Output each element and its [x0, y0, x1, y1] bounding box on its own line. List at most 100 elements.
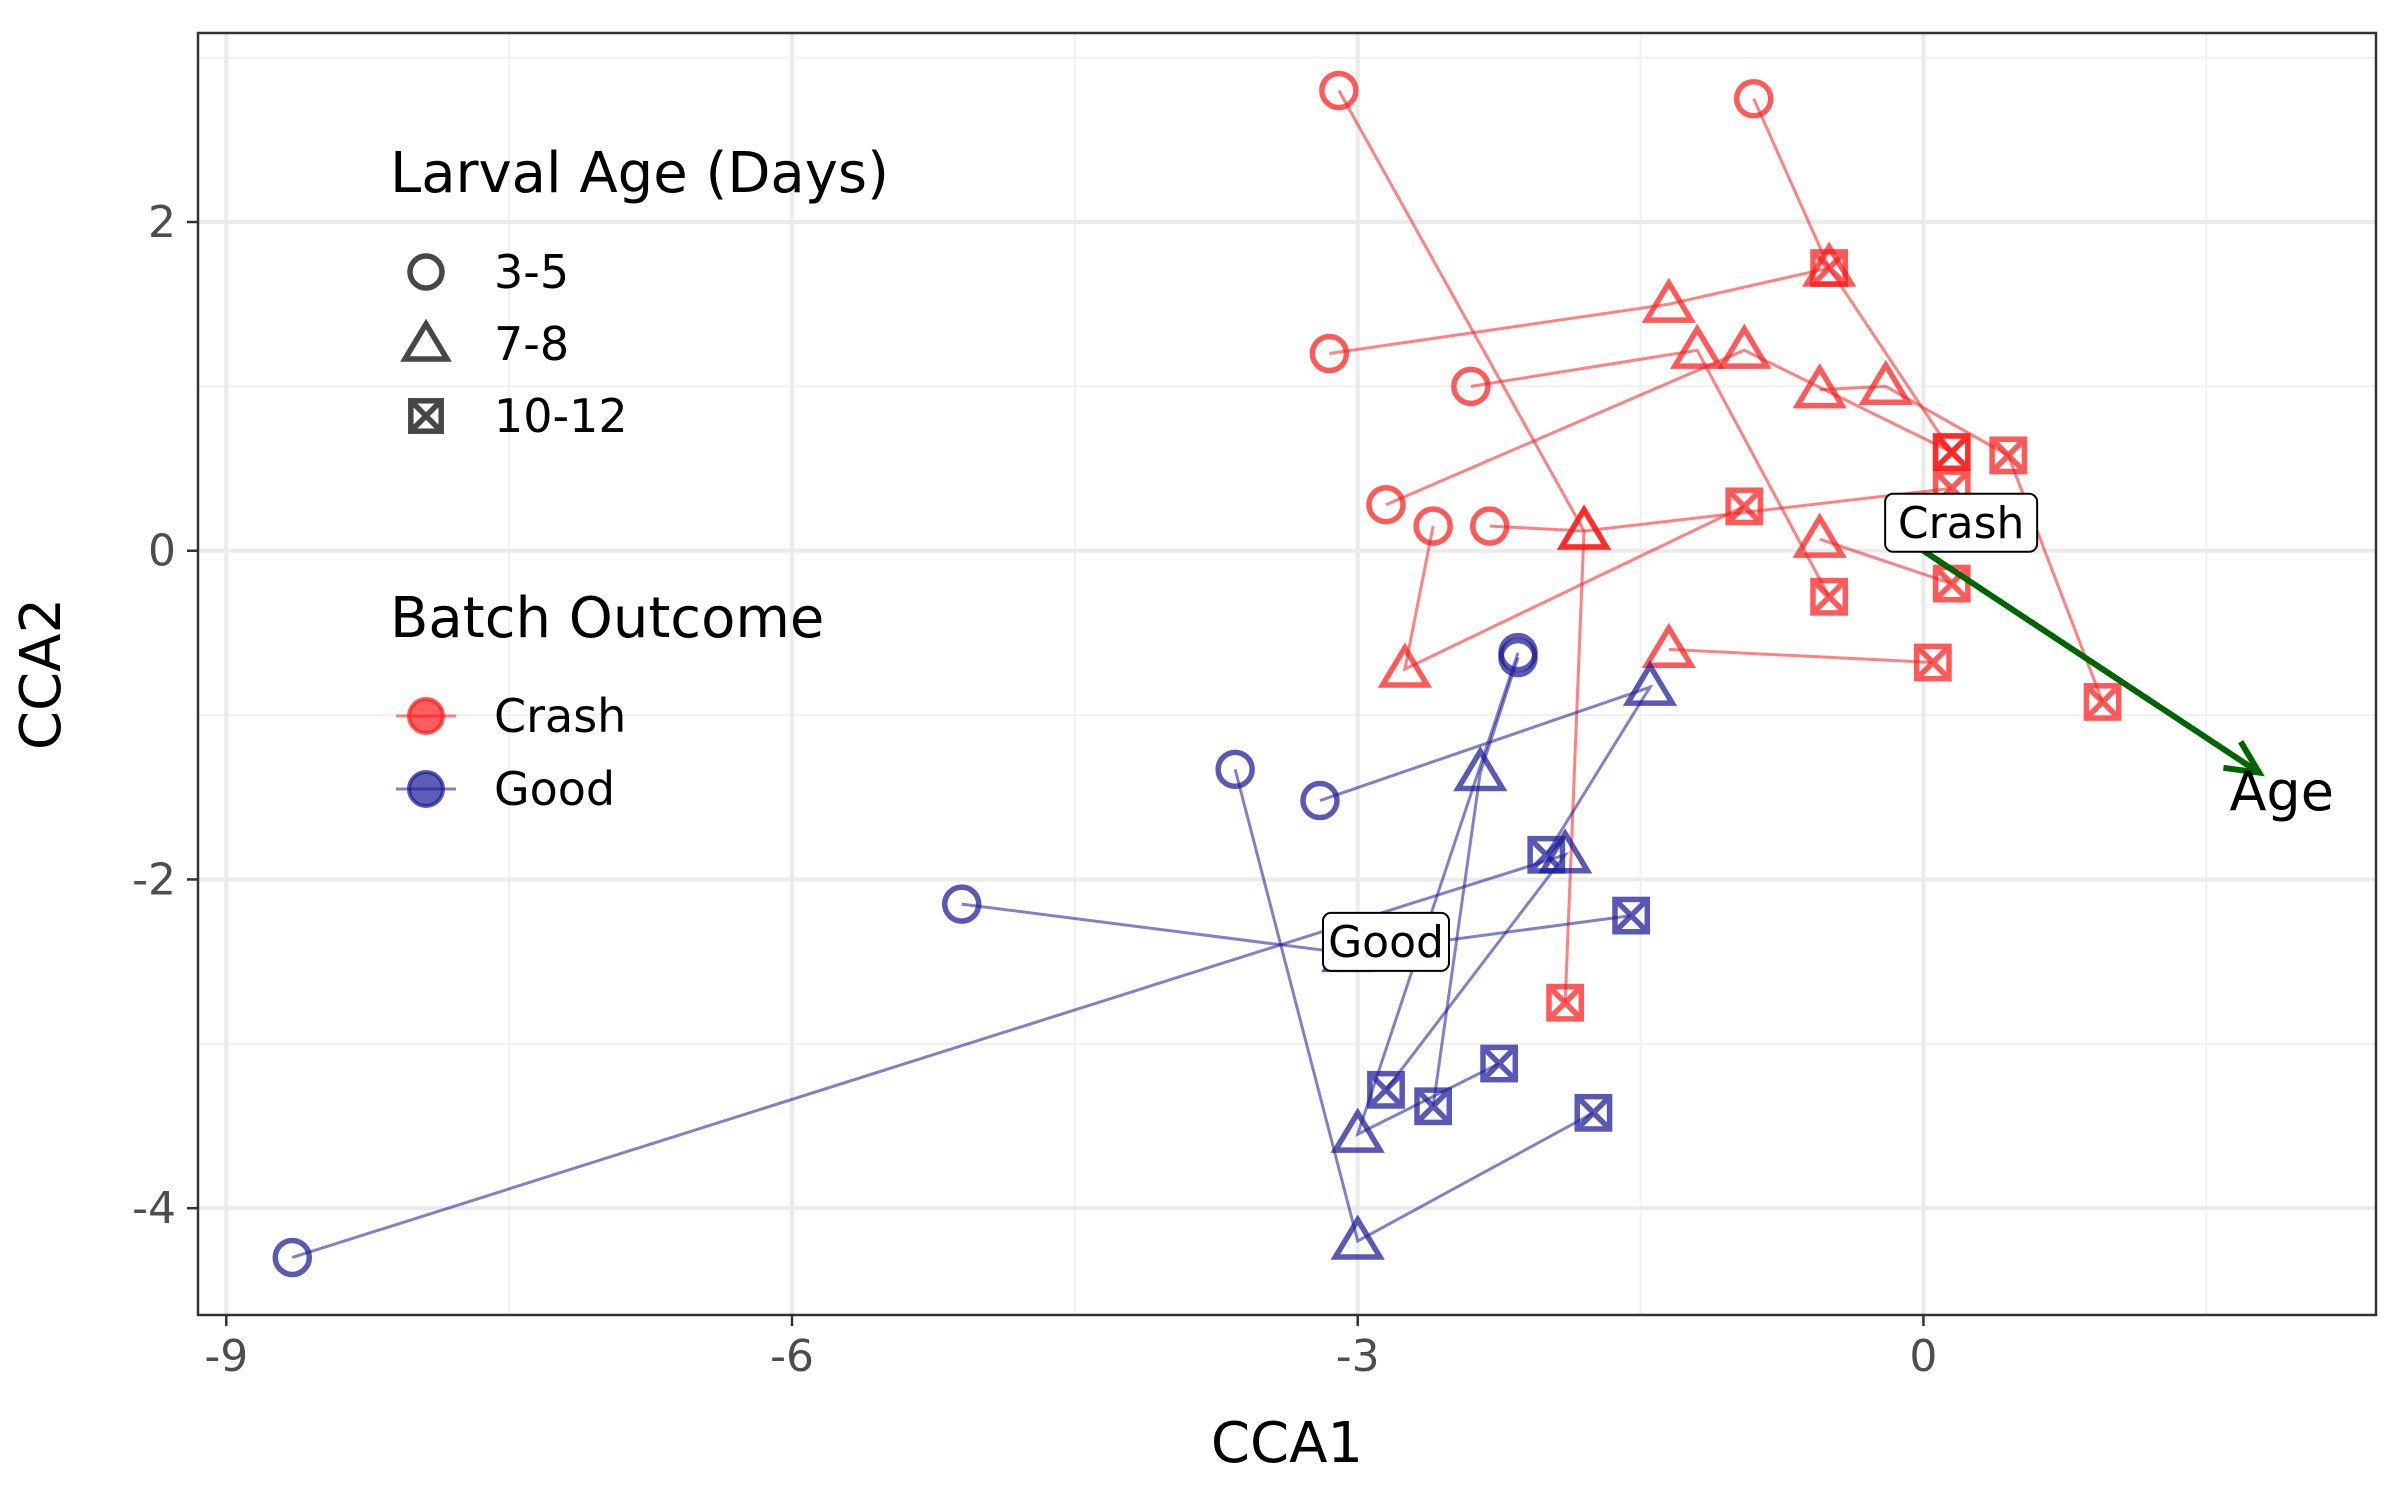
legend-label-outcome: Good [494, 762, 615, 816]
legend-key-dot [407, 697, 445, 735]
marker-circle [1300, 780, 1340, 821]
legend-title-age: Larval Age (Days) [390, 141, 889, 206]
data-point-good [1215, 749, 1255, 790]
data-point-crash [1413, 506, 1453, 546]
series-line-crash [1329, 266, 1830, 355]
marker-square [1932, 433, 1971, 472]
series-line-crash [1819, 537, 1953, 586]
marker-square [1725, 487, 1764, 526]
marker-cross-b [1914, 644, 1951, 681]
data-point-crash [1546, 983, 1585, 1022]
x-tick-label: -6 [770, 1331, 814, 1382]
data-point-crash [1913, 643, 1952, 682]
marker-circle [1413, 506, 1453, 546]
age-arrow-head [2223, 740, 2265, 777]
data-point-crash [1669, 323, 1725, 369]
data-point-good [1367, 1070, 1405, 1109]
data-point-good [272, 1237, 313, 1278]
marker-square [1367, 1070, 1405, 1109]
data-point-good [1622, 660, 1678, 706]
marker-square [1612, 896, 1651, 935]
axes: -9 -6 -3 0 -4 -2 0 2 [132, 197, 1937, 1382]
marker-triangle [1556, 504, 1612, 550]
marker-circle [1498, 632, 1538, 673]
marker-triangle [1377, 642, 1433, 688]
marker-triangle [1717, 323, 1772, 369]
marker-triangle [1641, 277, 1697, 323]
y-tick-label: 0 [148, 526, 176, 577]
age-arrow-label: Age [2229, 760, 2333, 823]
marker-circle [272, 1237, 313, 1278]
data-point-crash [1989, 436, 2028, 475]
plot-background [198, 33, 2376, 1315]
y-tick-label: 2 [148, 197, 176, 248]
data-point-crash [1319, 70, 1359, 111]
marker-circle [941, 884, 982, 924]
data-point-crash [1556, 504, 1612, 550]
marker-circle [1366, 484, 1406, 525]
data-point-good [1612, 896, 1651, 935]
legend-label-age: 10-12 [494, 389, 628, 443]
series-line-crash [1819, 384, 2104, 703]
annotation-label: Good [1328, 917, 1444, 968]
marker-triangle [1669, 323, 1725, 369]
marker-cross-b [1575, 1094, 1612, 1131]
marker-square [1527, 835, 1566, 874]
data-point-good [1300, 780, 1340, 821]
marker-circle [1469, 506, 1510, 546]
annotation-box [1884, 492, 2039, 553]
data-point-crash [1810, 577, 1849, 616]
x-tick-label: -3 [1336, 1331, 1380, 1382]
age-arrow-shaft [1921, 548, 2261, 776]
data-point-crash [1733, 78, 1774, 119]
data-point-crash [1725, 487, 1764, 526]
annotation-label: Crash [1898, 498, 2025, 549]
data-point-crash [1377, 642, 1433, 688]
x-tick-label: -9 [204, 1331, 248, 1382]
y-tick-label: -2 [132, 854, 176, 905]
marker-square [1546, 983, 1585, 1022]
marker-square [408, 398, 444, 434]
x-axis-title: CCA1 [1211, 1411, 1363, 1476]
age-arrow: Age [1921, 548, 2334, 823]
marker-cross-b [408, 398, 444, 434]
marker-cross-b [1528, 836, 1565, 873]
marker-square [1480, 1044, 1519, 1083]
legend-key-triangle [400, 318, 452, 362]
marker-circle [1733, 78, 1774, 119]
marker-triangle [1792, 363, 1847, 409]
legend: Larval Age (Days) 3-5 7-8 10-12 Batch Outcom… [390, 141, 889, 816]
marker-cross-b [1547, 984, 1584, 1021]
series-line-crash [1668, 647, 1933, 664]
marker-cross-b [1726, 488, 1763, 525]
marker-cross-b [1415, 1088, 1452, 1125]
series-line-crash [1402, 505, 1745, 672]
legend-key-boxed-x [408, 398, 444, 434]
marker-square [2083, 683, 2122, 721]
marker-cross-b [1811, 578, 1848, 615]
data-point-good [1330, 1107, 1385, 1153]
data-point-good [1574, 1093, 1613, 1132]
marker-cross-b [2084, 683, 2121, 721]
marker-circle [1215, 749, 1255, 790]
marker-triangle [1858, 359, 1913, 406]
data-point-good [1498, 632, 1538, 673]
data-point-crash [1792, 512, 1847, 558]
marker-square [1414, 1087, 1453, 1126]
legend-label-age: 7-8 [494, 317, 569, 371]
marker-cross-b [1481, 1045, 1518, 1082]
legend-label-age: 3-5 [494, 245, 569, 299]
series-line-good [1355, 652, 1520, 1138]
legend-label-outcome: Crash [494, 689, 626, 743]
data-point-good [1480, 1044, 1519, 1083]
x-tick-label: 0 [1909, 1331, 1937, 1382]
y-tick-label: -4 [132, 1183, 176, 1234]
data-point-crash [2083, 683, 2122, 721]
marker-triangle [1792, 512, 1847, 558]
data-point-crash [1932, 433, 1971, 472]
marker-cross-b [1933, 434, 1970, 471]
data-point-crash [1641, 277, 1697, 323]
marker-cross-b [1613, 897, 1650, 934]
data-point-crash [1309, 333, 1350, 374]
data-points [272, 70, 2122, 1278]
